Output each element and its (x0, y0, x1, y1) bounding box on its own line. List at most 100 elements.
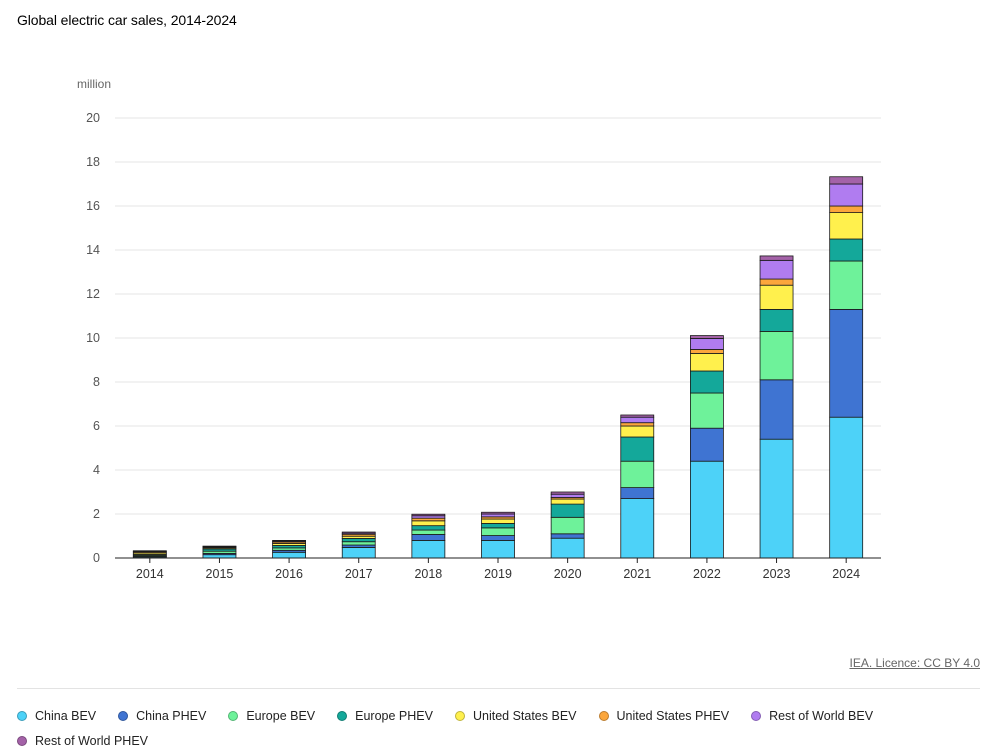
bar-segment-europe-bev-2023[interactable] (759, 330, 794, 381)
bar-segment-united-states-phev-2022[interactable] (690, 349, 724, 354)
licence-link[interactable]: IEA. Licence: CC BY 4.0 (849, 656, 980, 670)
bar-stack-2019[interactable] (481, 511, 515, 559)
bar-segment-rest-of-world-bev-2024[interactable] (829, 183, 864, 207)
bar-segment-united-states-phev-2023[interactable] (759, 278, 794, 286)
x-tick-label: 2020 (554, 567, 582, 581)
legend-item-united-states-phev[interactable]: United States PHEV (598, 704, 729, 728)
bar-segment-europe-bev-2022[interactable] (690, 392, 724, 429)
bar-stack-2015[interactable] (202, 545, 237, 559)
y-tick-label: 2 (93, 507, 100, 521)
bar-stack-2020[interactable] (550, 491, 585, 559)
legend-label: United States BEV (472, 709, 577, 723)
bar-segment-europe-bev-2021[interactable] (620, 460, 655, 489)
bar-segment-china-phev-2023[interactable] (759, 379, 794, 440)
bar-segment-europe-phev-2023[interactable] (759, 308, 794, 332)
bar-segment-china-bev-2020[interactable] (550, 537, 585, 559)
legend-item-europe-bev[interactable]: Europe BEV (228, 704, 315, 728)
bar-segment-china-bev-2016[interactable] (272, 551, 306, 559)
bar-segment-rest-of-world-phev-2024[interactable] (829, 176, 864, 185)
legend-item-rest-of-world-bev[interactable]: Rest of World BEV (751, 704, 873, 728)
bar-segment-europe-phev-2021[interactable] (620, 436, 655, 462)
bar-stack-2022[interactable] (690, 335, 724, 559)
legend-swatch (337, 711, 348, 721)
bar-stack-2023[interactable] (759, 255, 794, 559)
bar-segment-united-states-bev-2023[interactable] (759, 284, 794, 310)
bar-segment-europe-bev-2020[interactable] (550, 516, 585, 535)
bar-stack-2017[interactable] (341, 531, 376, 559)
x-tick-label: 2019 (484, 567, 512, 581)
bar-segment-united-states-bev-2022[interactable] (690, 352, 724, 372)
bar-segment-china-bev-2023[interactable] (759, 438, 794, 559)
bar-segment-china-bev-2024[interactable] (829, 416, 864, 559)
bar-segment-united-states-phev-2021[interactable] (620, 422, 655, 427)
bar-segment-europe-bev-2017[interactable] (341, 541, 376, 546)
legend-item-china-phev[interactable]: China PHEV (118, 704, 206, 728)
bar-segment-united-states-bev-2021[interactable] (620, 425, 655, 438)
y-tick-labels: 0 2 4 6 8 10 12 14 16 18 20 (86, 111, 100, 565)
y-tick-label: 12 (86, 287, 100, 301)
bar-segment-china-phev-2019[interactable] (481, 535, 515, 541)
bar-segment-united-states-bev-2018[interactable] (411, 520, 446, 527)
legend-swatch (17, 711, 27, 721)
bar-segment-rest-of-world-bev-2022[interactable] (690, 338, 724, 350)
x-tick-label: 2016 (275, 567, 303, 581)
bar-segment-rest-of-world-bev-2021[interactable] (620, 416, 655, 424)
bar-segment-united-states-phev-2024[interactable] (829, 205, 864, 213)
legend-item-rest-of-world-phev[interactable]: Rest of World PHEV (17, 729, 148, 753)
bar-segment-europe-phev-2024[interactable] (829, 238, 864, 262)
bar-segment-europe-phev-2022[interactable] (690, 370, 724, 394)
bar-segment-united-states-bev-2024[interactable] (829, 212, 864, 240)
legend-swatch (118, 711, 129, 721)
y-tick-label: 6 (93, 419, 100, 433)
bar-stack-2016[interactable] (272, 540, 306, 559)
bar-segment-china-phev-2021[interactable] (620, 487, 655, 500)
legend-item-china-bev[interactable]: China BEV (17, 704, 96, 728)
bar-segment-united-states-bev-2020[interactable] (550, 498, 585, 505)
bar-segment-rest-of-world-bev-2020[interactable] (550, 493, 585, 498)
bar-stack-2018[interactable] (411, 513, 446, 559)
bar-segment-europe-bev-2019[interactable] (481, 527, 515, 536)
bar-segment-rest-of-world-phev-2021[interactable] (620, 414, 655, 418)
chart-legend: China BEV China PHEV Europe BEV Europe PHEV… (17, 704, 977, 754)
legend-item-europe-phev[interactable]: Europe PHEV (337, 704, 433, 728)
bar-segment-china-phev-2022[interactable] (690, 427, 724, 462)
bar-stack-2021[interactable] (620, 414, 655, 559)
x-tick-label: 2024 (832, 567, 860, 581)
bar-segment-china-bev-2018[interactable] (411, 540, 446, 559)
legend-item-united-states-bev[interactable]: United States BEV (454, 704, 577, 728)
bar-segment-europe-phev-2020[interactable] (550, 503, 585, 518)
legend-label: Rest of World BEV (769, 709, 874, 723)
bar-segment-rest-of-world-phev-2018[interactable] (411, 513, 446, 517)
bar-segment-china-phev-2024[interactable] (829, 308, 864, 418)
y-axis-label: million (77, 77, 111, 91)
y-tick-label: 4 (93, 463, 100, 477)
bar-segment-united-states-bev-2019[interactable] (481, 518, 515, 524)
bar-segment-europe-phev-2018[interactable] (411, 525, 446, 531)
bar-segment-rest-of-world-phev-2017[interactable] (341, 531, 376, 534)
legend-label: Europe PHEV (355, 709, 433, 723)
bar-segment-europe-phev-2019[interactable] (481, 523, 515, 529)
bar-segment-rest-of-world-bev-2019[interactable] (481, 513, 515, 518)
bar-segment-china-bev-2021[interactable] (620, 498, 655, 559)
bar-segment-europe-bev-2024[interactable] (829, 260, 864, 310)
bar-segment-rest-of-world-phev-2016[interactable] (272, 540, 306, 542)
y-tick-label: 20 (86, 111, 100, 125)
bar-segment-rest-of-world-phev-2019[interactable] (481, 511, 515, 515)
bar-segment-china-bev-2022[interactable] (690, 460, 724, 559)
x-tick-labels: 2014 2015 2016 2017 2018 2019 2020 2021 2022 2023… (136, 558, 860, 581)
bar-segment-europe-phev-2017[interactable] (341, 538, 376, 543)
x-tick-label: 2015 (206, 567, 234, 581)
bar-stack-2024[interactable] (829, 176, 864, 559)
bar-segment-china-bev-2019[interactable] (481, 540, 515, 559)
bar-segment-rest-of-world-phev-2023[interactable] (759, 255, 794, 261)
bar-segment-china-bev-2017[interactable] (341, 547, 376, 559)
bar-segment-europe-bev-2018[interactable] (411, 529, 446, 535)
x-tick-label: 2018 (414, 567, 442, 581)
bar-segment-china-phev-2020[interactable] (550, 533, 585, 539)
bar-segment-rest-of-world-phev-2020[interactable] (550, 491, 585, 495)
bar-stack-2014[interactable] (132, 550, 167, 559)
legend-label: Rest of World PHEV (35, 734, 149, 748)
bar-segment-rest-of-world-bev-2023[interactable] (759, 259, 794, 280)
bar-segment-rest-of-world-phev-2022[interactable] (690, 335, 724, 339)
bar-segment-china-phev-2018[interactable] (411, 534, 446, 541)
